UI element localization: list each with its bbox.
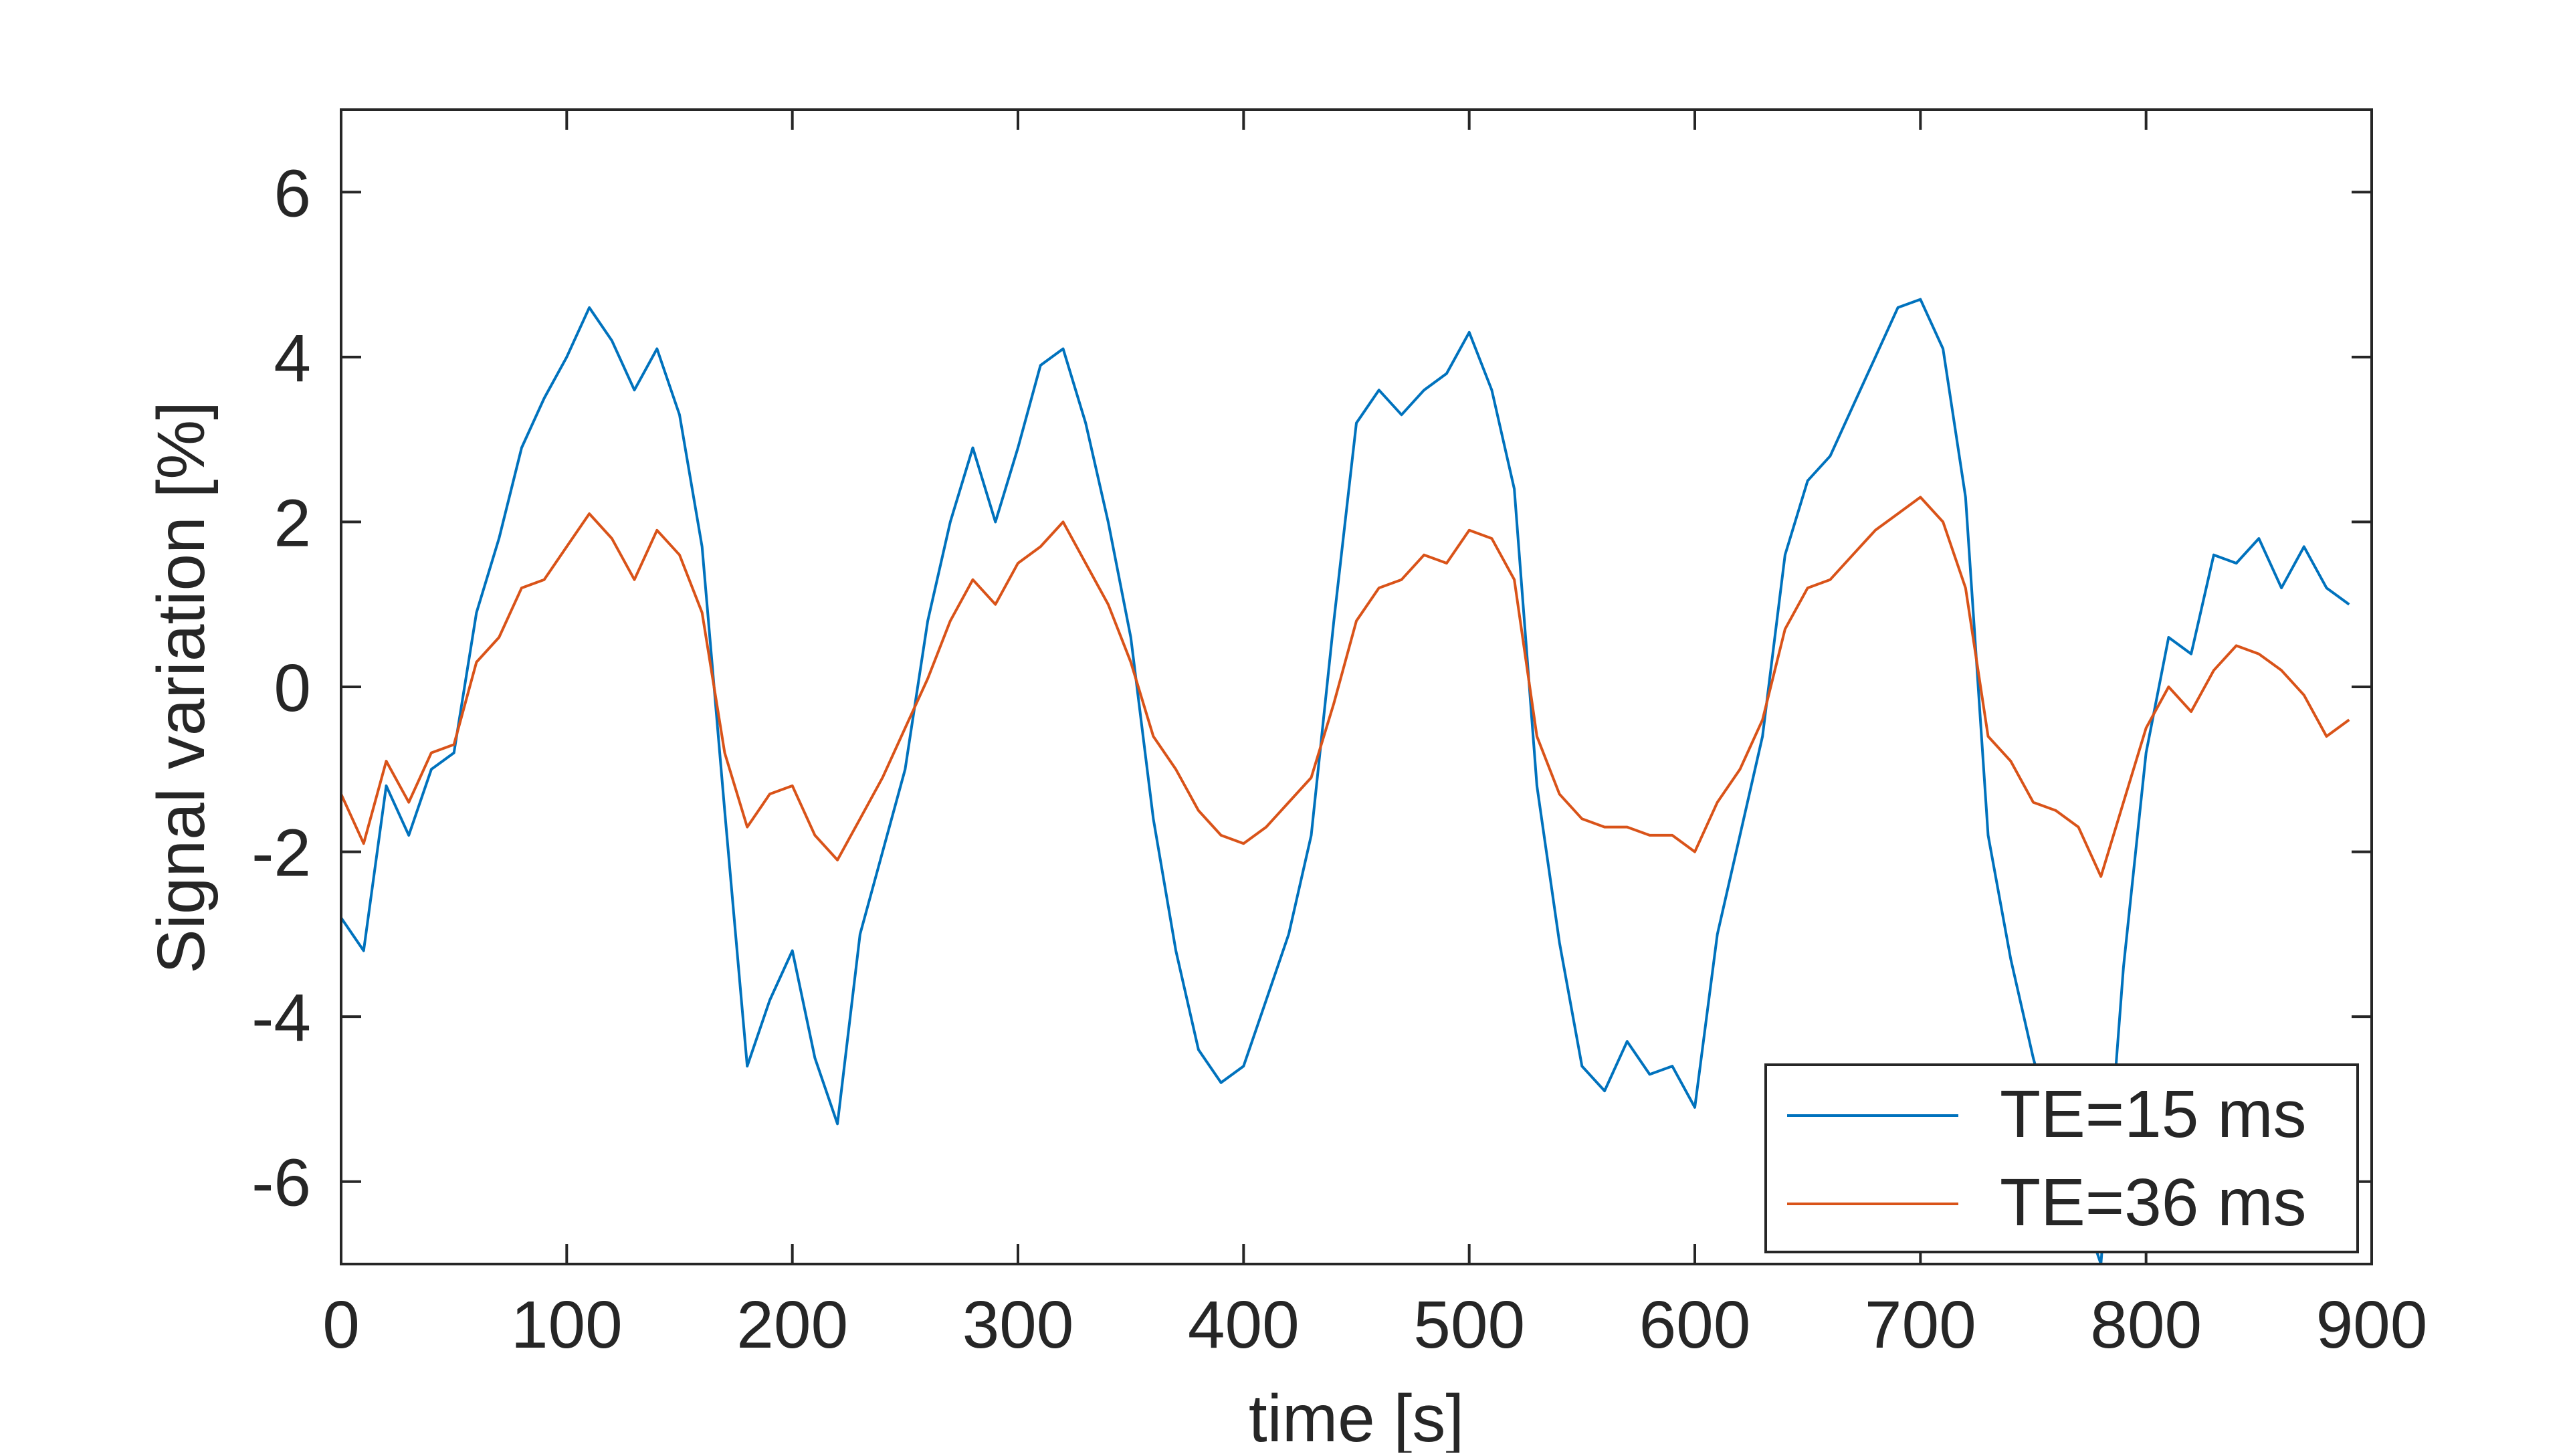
x-tick-label: 100: [511, 1287, 623, 1362]
y-tick-labels: 6 4 2 0 -2 -4 -6: [251, 156, 311, 1220]
x-tick-label: 900: [2316, 1287, 2428, 1362]
legend-label-te36: TE=36 ms: [2000, 1165, 2307, 1240]
y-tick-label: 2: [274, 486, 311, 560]
series-lines: [341, 298, 2350, 1264]
legend-label-te15: TE=15 ms: [2000, 1077, 2307, 1152]
y-tick-label: -4: [251, 980, 311, 1055]
y-tick-label: -2: [251, 816, 311, 891]
x-tick-label: 800: [2090, 1287, 2202, 1362]
y-tick-label: 0: [274, 651, 311, 726]
x-tick-label: 500: [1413, 1287, 1525, 1362]
plot-frame: [340, 108, 2373, 1265]
x-tick-label: 700: [1865, 1287, 1976, 1362]
x-tick-label: 0: [322, 1287, 360, 1362]
series-line-te36: [341, 496, 2350, 878]
series-line-te15: [341, 298, 2350, 1264]
y-axis-label: Signal variation [%]: [144, 401, 219, 974]
x-tick-labels: 0 100 200 300 400 500 600 700 800 900: [322, 1287, 2427, 1362]
y-tick-label: 4: [274, 321, 311, 396]
legend: TE=15 ms TE=36 ms: [1764, 1063, 2359, 1253]
x-tick-label: 300: [962, 1287, 1074, 1362]
y-tick-label: -6: [251, 1146, 311, 1221]
x-tick-label: 200: [736, 1287, 848, 1362]
x-tick-label: 600: [1639, 1287, 1751, 1362]
legend-box: [1764, 1063, 2359, 1253]
x-tick-label: 400: [1188, 1287, 1300, 1362]
y-tick-label: 6: [274, 156, 311, 231]
x-axis-label: time [s]: [1249, 1381, 1464, 1453]
